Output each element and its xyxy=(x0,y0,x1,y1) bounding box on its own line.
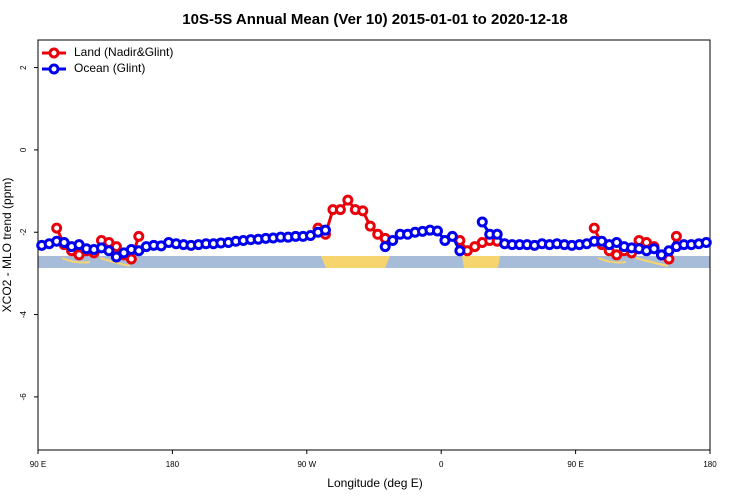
data-point xyxy=(364,220,376,232)
y-tick-label: 2 xyxy=(19,65,28,70)
x-tick-label: 90 E xyxy=(567,460,583,469)
x-tick-label: 180 xyxy=(166,460,180,469)
y-tick-label: -6 xyxy=(19,393,28,401)
x-tick-label: 90 W xyxy=(297,460,316,469)
data-point xyxy=(446,230,458,242)
data-point xyxy=(648,243,660,255)
chart-title: 10S-5S Annual Mean (Ver 10) 2015-01-01 t… xyxy=(182,11,567,28)
x-tick-label: 90 E xyxy=(30,460,46,469)
data-point xyxy=(387,234,399,246)
data-point xyxy=(133,230,145,242)
legend-marker xyxy=(48,63,60,75)
y-axis-label: XCO2 - MLO trend (ppm) xyxy=(0,178,14,313)
data-point xyxy=(454,245,466,257)
data-point xyxy=(379,241,391,253)
data-point xyxy=(103,245,115,257)
legend-label: Land (Nadir&Glint) xyxy=(74,45,173,59)
x-tick-label: 0 xyxy=(439,460,444,469)
legend-marker xyxy=(48,47,60,59)
data-point xyxy=(491,228,503,240)
x-tick-label: 180 xyxy=(703,460,717,469)
data-point xyxy=(357,205,369,217)
map-strip xyxy=(38,256,710,268)
y-tick-label: 0 xyxy=(19,147,28,152)
data-point xyxy=(319,224,331,236)
data-point xyxy=(476,216,488,228)
data-point xyxy=(342,194,354,206)
data-point xyxy=(588,222,600,234)
data-point xyxy=(700,237,712,249)
y-tick-label: -2 xyxy=(19,228,28,236)
data-point xyxy=(670,230,682,242)
y-tick-label: -4 xyxy=(19,310,28,318)
x-axis-label: Longitude (deg E) xyxy=(327,476,422,490)
data-point xyxy=(431,225,443,237)
legend-label: Ocean (Glint) xyxy=(74,61,145,75)
data-point xyxy=(125,253,137,265)
data-point xyxy=(51,222,63,234)
data-point xyxy=(334,204,346,216)
